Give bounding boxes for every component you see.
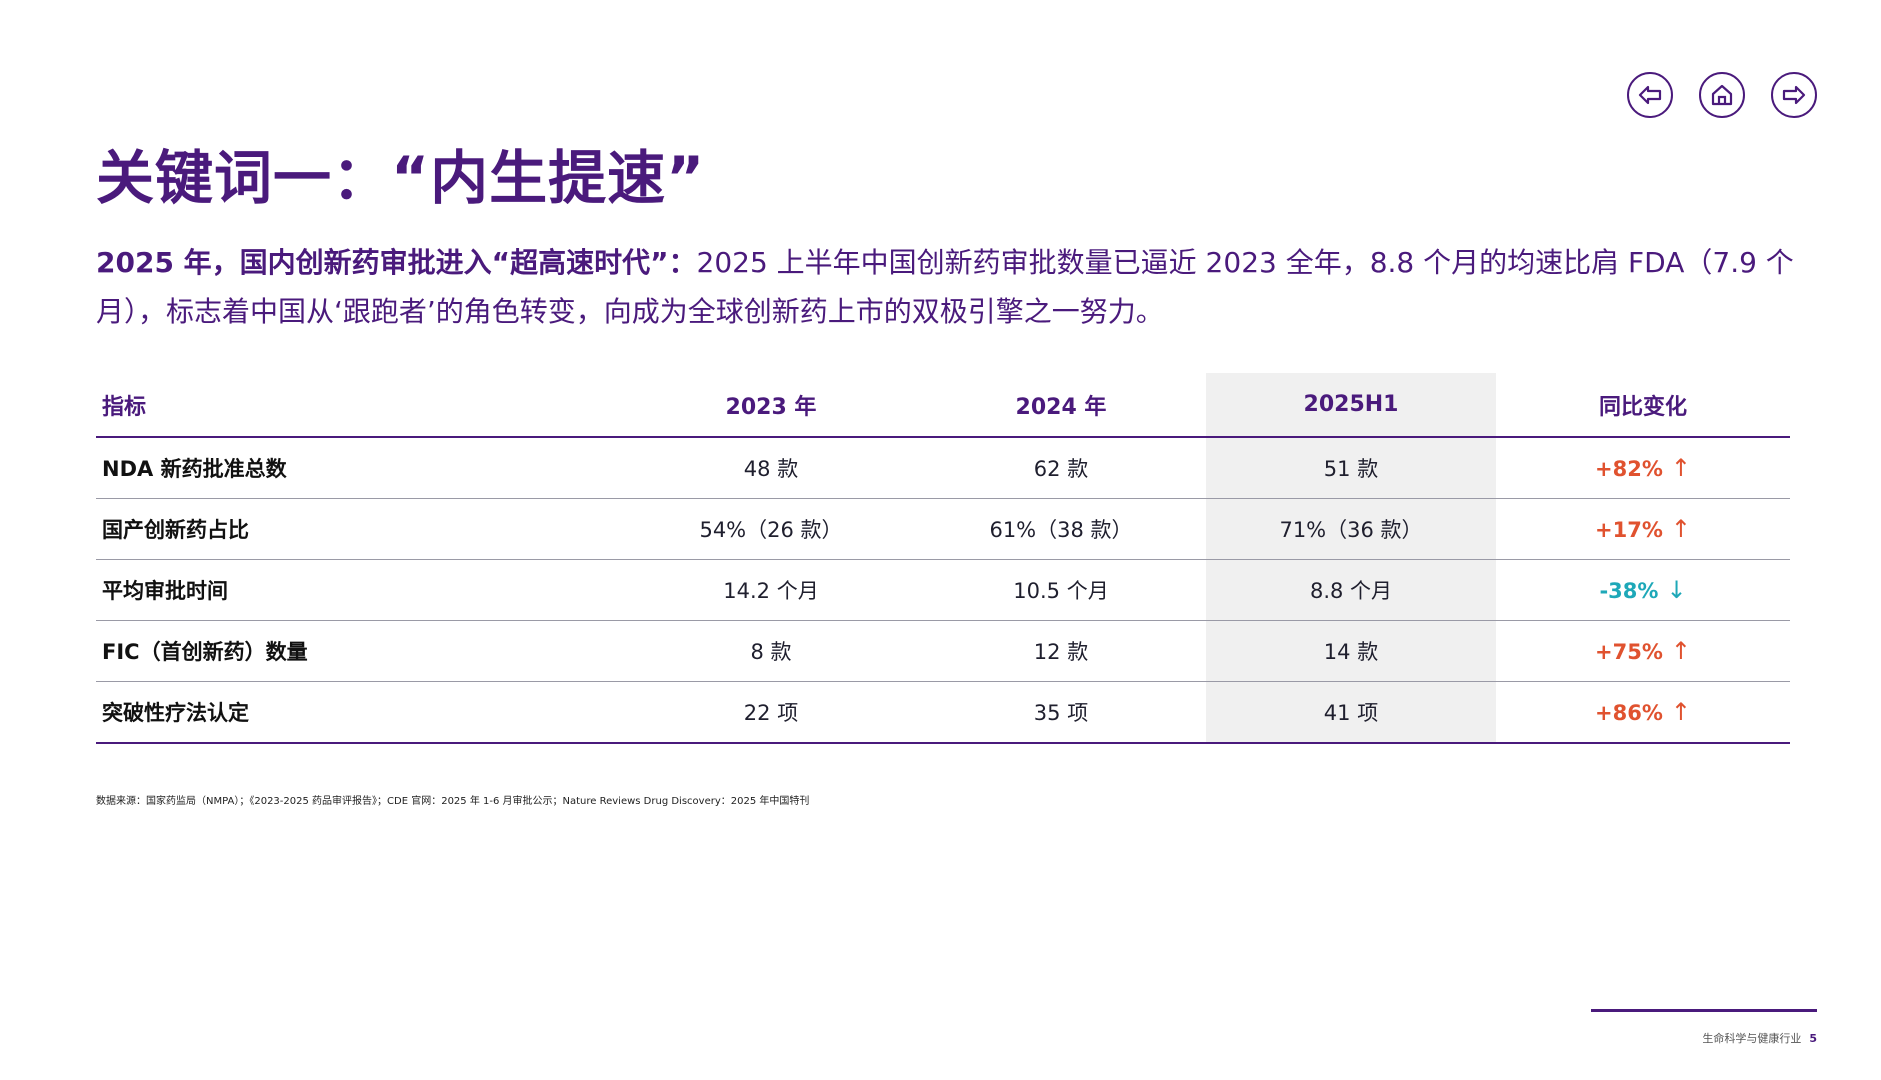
cell-2024: 10.5 个月 (916, 559, 1206, 621)
cell-2023: 14.2 个月 (626, 559, 916, 621)
intro-body: 2025 上半年中国创新药审批数量已逼近 2023 全年，8.8 个月的均速比肩… (96, 246, 1794, 328)
page-number: 5 (1809, 1032, 1817, 1045)
arrow-left-icon (1638, 85, 1662, 105)
cell-2025h1: 41 项 (1206, 681, 1496, 744)
next-button[interactable] (1771, 72, 1817, 118)
cell-2023: 48 款 (626, 437, 916, 499)
cell-metric: 国产创新药占比 (96, 498, 626, 560)
header-2023: 2023 年 (626, 373, 916, 438)
cell-change: +75% ↑ (1496, 620, 1790, 682)
arrow-up-icon: ↑ (1670, 515, 1691, 543)
arrow-up-icon: ↑ (1670, 454, 1691, 482)
header-2025h1: 2025H1 (1206, 373, 1496, 438)
table-row: 平均审批时间 14.2 个月 10.5 个月 8.8 个月 -38% ↓ (96, 559, 1790, 621)
header-change: 同比变化 (1496, 373, 1790, 438)
table-header-row: 指标 2023 年 2024 年 2025H1 同比变化 (96, 373, 1790, 438)
change-value: +17% (1595, 518, 1663, 542)
cell-metric: 平均审批时间 (96, 559, 626, 621)
intro-paragraph: 2025 年，国内创新药审批进入“超高速时代”：2025 上半年中国创新药审批数… (96, 238, 1796, 336)
prev-button[interactable] (1627, 72, 1673, 118)
nav-buttons (1627, 72, 1817, 118)
table-row: 突破性疗法认定 22 项 35 项 41 项 +86% ↑ (96, 681, 1790, 744)
cell-2023: 22 项 (626, 681, 916, 744)
approval-stats-table: 指标 2023 年 2024 年 2025H1 同比变化 NDA 新药批准总数 4… (96, 373, 1790, 744)
data-source-note: 数据来源：国家药监局（NMPA）；《2023-2025 药品审评报告》；CDE … (96, 796, 810, 807)
cell-2024: 62 款 (916, 437, 1206, 499)
cell-2025h1: 71%（36 款） (1206, 498, 1496, 560)
cell-2025h1: 14 款 (1206, 620, 1496, 682)
arrow-down-icon: ↓ (1666, 576, 1687, 604)
cell-2024: 61%（38 款） (916, 498, 1206, 560)
header-2024: 2024 年 (916, 373, 1206, 438)
footer-section-label: 生命科学与健康行业 (1702, 1032, 1802, 1045)
arrow-up-icon: ↑ (1670, 637, 1691, 665)
change-value: +75% (1595, 640, 1663, 664)
cell-2025h1: 51 款 (1206, 437, 1496, 499)
cell-2025h1: 8.8 个月 (1206, 559, 1496, 621)
header-metric: 指标 (96, 373, 626, 438)
home-icon (1711, 84, 1733, 106)
page-title: 关键词一：“内生提速” (96, 143, 706, 212)
cell-2024: 12 款 (916, 620, 1206, 682)
footer: 生命科学与健康行业 5 (1702, 1030, 1817, 1046)
home-button[interactable] (1699, 72, 1745, 118)
change-value: +82% (1595, 457, 1663, 481)
arrow-right-icon (1782, 85, 1806, 105)
cell-change: +82% ↑ (1496, 437, 1790, 499)
cell-metric: FIC（首创新药）数量 (96, 620, 626, 682)
cell-change: +86% ↑ (1496, 681, 1790, 744)
cell-change: -38% ↓ (1496, 559, 1790, 621)
cell-metric: 突破性疗法认定 (96, 681, 626, 744)
table-row: NDA 新药批准总数 48 款 62 款 51 款 +82% ↑ (96, 437, 1790, 499)
intro-highlight: 2025 年，国内创新药审批进入“超高速时代”： (96, 246, 697, 279)
cell-2023: 8 款 (626, 620, 916, 682)
change-value: +86% (1595, 701, 1663, 725)
table-row: 国产创新药占比 54%（26 款） 61%（38 款） 71%（36 款） +17% ↑ (96, 498, 1790, 560)
cell-2023: 54%（26 款） (626, 498, 916, 560)
footer-divider (1591, 1009, 1817, 1012)
arrow-up-icon: ↑ (1670, 698, 1691, 726)
cell-metric: NDA 新药批准总数 (96, 437, 626, 499)
cell-change: +17% ↑ (1496, 498, 1790, 560)
table-row: FIC（首创新药）数量 8 款 12 款 14 款 +75% ↑ (96, 620, 1790, 682)
change-value: -38% (1599, 579, 1659, 603)
cell-2024: 35 项 (916, 681, 1206, 744)
